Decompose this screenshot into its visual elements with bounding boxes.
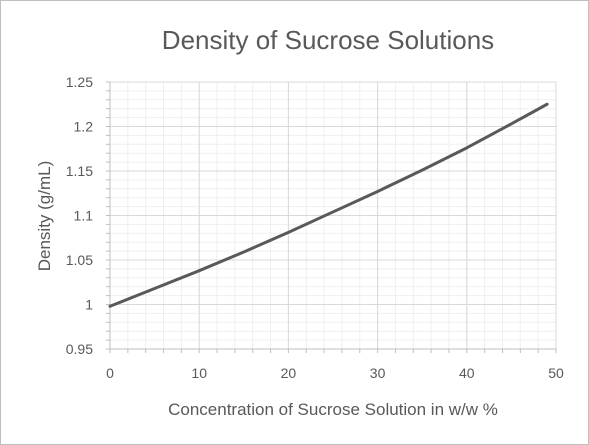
tick-labels: 0 10 20 30 40 50 0.95 1 1.05 1.1 1.15 1.2 1.25 — [66, 74, 564, 381]
y-tick-label: 1.15 — [66, 163, 93, 179]
y-axis-label: Density (g/mL) — [35, 161, 54, 272]
axes — [106, 81, 557, 353]
data-series — [108, 102, 549, 308]
grid-lines — [109, 81, 557, 350]
x-tick-label: 10 — [191, 365, 207, 381]
x-tick-label: 0 — [106, 365, 114, 381]
y-tick-label: 1.05 — [66, 252, 93, 268]
y-tick-label: 1.1 — [74, 208, 94, 224]
y-tick-label: 1.2 — [74, 119, 94, 135]
y-tick-label: 0.95 — [66, 341, 93, 357]
density-series-line — [108, 102, 549, 308]
x-tick-label: 50 — [548, 365, 564, 381]
x-tick-label: 30 — [370, 365, 386, 381]
x-tick-label: 20 — [281, 365, 297, 381]
y-tick-label: 1 — [85, 297, 93, 313]
x-tick-label: 40 — [459, 365, 475, 381]
x-axis-label: Concentration of Sucrose Solution in w/w… — [168, 400, 498, 419]
chart-title: Density of Sucrose Solutions — [162, 25, 494, 55]
y-tick-label: 1.25 — [66, 74, 93, 90]
